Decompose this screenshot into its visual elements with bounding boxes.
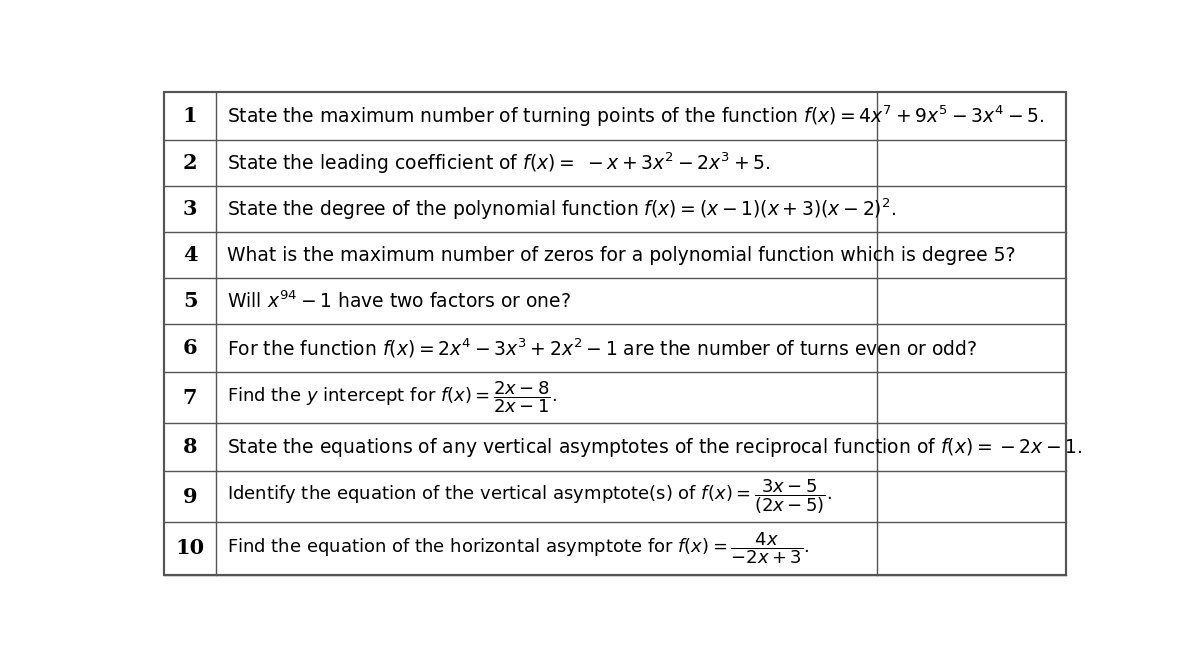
Text: Find the equation of the horizontal asymptote for $\mathit{f}(x) = \dfrac{4x}{-2: Find the equation of the horizontal asym… xyxy=(228,531,810,566)
Text: 3: 3 xyxy=(182,199,197,219)
Text: Find the $y$ intercept for $\mathit{f}(x) = \dfrac{2x-8}{2x-1}.$: Find the $y$ intercept for $\mathit{f}(x… xyxy=(228,380,557,416)
Text: 8: 8 xyxy=(182,437,197,457)
Text: For the function $\mathit{f}(x) = 2x^4 - 3x^3 + 2x^2 - 1$ are the number of turn: For the function $\mathit{f}(x) = 2x^4 -… xyxy=(228,337,978,360)
Text: What is the maximum number of zeros for a polynomial function which is degree 5?: What is the maximum number of zeros for … xyxy=(228,246,1016,265)
Text: 2: 2 xyxy=(182,153,198,173)
Text: Will $x^{94} - 1$ have two factors or one?: Will $x^{94} - 1$ have two factors or on… xyxy=(228,290,571,312)
Text: 1: 1 xyxy=(182,106,198,126)
Text: State the leading coefficient of $\mathit{f}(x) =\ -x + 3x^2 - 2x^3 + 5.$: State the leading coefficient of $\mathi… xyxy=(228,150,770,176)
Text: 5: 5 xyxy=(182,291,198,311)
Text: State the equations of any vertical asymptotes of the reciprocal function of $\m: State the equations of any vertical asym… xyxy=(228,436,1082,459)
Text: 9: 9 xyxy=(182,486,198,506)
Text: Identify the equation of the vertical asymptote(s) of $\mathit{f}(x) = \dfrac{3x: Identify the equation of the vertical as… xyxy=(228,477,833,516)
Text: 6: 6 xyxy=(182,338,198,358)
Text: 7: 7 xyxy=(182,387,197,408)
Text: State the degree of the polynomial function $\mathit{f}(x) = (x-1)(x+3)(x-2)^2.$: State the degree of the polynomial funct… xyxy=(228,197,896,222)
Text: 10: 10 xyxy=(175,539,205,558)
Text: 4: 4 xyxy=(182,245,198,265)
Text: State the maximum number of turning points of the function $\mathit{f}(x) = 4x^7: State the maximum number of turning poin… xyxy=(228,104,1045,129)
